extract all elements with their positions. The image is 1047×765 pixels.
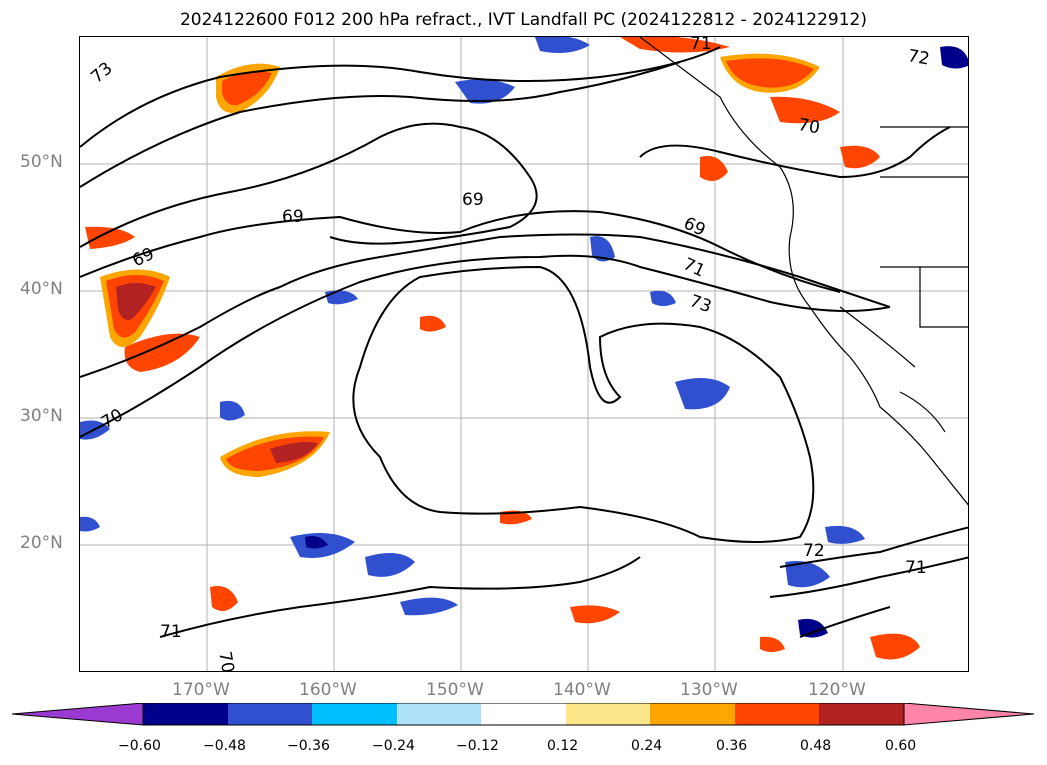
anomaly-blob xyxy=(798,618,828,638)
anomaly-blob xyxy=(220,400,245,421)
colorbar xyxy=(11,703,1035,726)
lat-label: 30°N xyxy=(20,406,63,426)
lat-label: 50°N xyxy=(20,152,63,172)
anomaly-blob xyxy=(116,283,156,320)
anomaly-blob xyxy=(570,605,620,624)
lon-label: 140°W xyxy=(553,680,611,700)
colorbar-bin xyxy=(819,703,904,725)
anomaly-blob xyxy=(825,525,865,544)
contour-label: 72 xyxy=(803,541,825,561)
contour-label: 71 xyxy=(690,37,712,54)
anomaly-blob xyxy=(770,96,840,124)
colorbar-tick: −0.48 xyxy=(203,738,246,754)
colorbar-tick: 0.60 xyxy=(885,738,917,754)
colorbar-tick: 0.24 xyxy=(631,738,663,754)
anomaly-blob xyxy=(305,536,328,549)
graticule xyxy=(80,37,968,671)
contour-label: 69 xyxy=(680,213,708,240)
colorbar-bin xyxy=(566,703,650,725)
anomaly-blob xyxy=(650,290,676,306)
contour-line xyxy=(80,210,841,293)
contour-label: 73 xyxy=(687,291,714,317)
colorbar-tick: 0.36 xyxy=(716,738,748,754)
anomaly-blob xyxy=(85,226,135,249)
contour-label: 69 xyxy=(282,207,304,227)
negative-anomaly-fills xyxy=(80,37,968,638)
contour-line xyxy=(159,556,641,638)
anomaly-blob xyxy=(535,37,590,53)
colorbar-tick: 0.48 xyxy=(800,738,832,754)
anomaly-blob xyxy=(455,79,515,104)
contour-label: 69 xyxy=(462,190,484,210)
colorbar-tick: −0.24 xyxy=(372,738,415,754)
lat-label: 20°N xyxy=(20,533,63,553)
anomaly-blob xyxy=(726,58,814,88)
colorbar-extend-high xyxy=(903,703,1035,726)
contour-line xyxy=(80,122,538,248)
colorbar-bin xyxy=(735,703,819,725)
contour-line xyxy=(80,254,891,438)
coastline xyxy=(639,37,968,506)
contour-label: 73 xyxy=(87,58,116,87)
lon-label: 120°W xyxy=(808,680,866,700)
refractivity-contours xyxy=(80,46,968,638)
anomaly-blob xyxy=(700,156,728,181)
lon-label: 150°W xyxy=(426,680,484,700)
map-panel: 73 72 69 69 69 69 70 71 71 73 70 72 71 7… xyxy=(79,36,969,672)
anomaly-blob xyxy=(210,586,238,611)
positive-anomaly-fills xyxy=(85,37,920,660)
anomaly-blob xyxy=(325,290,358,305)
colorbar-tick: −0.60 xyxy=(118,738,161,754)
contour-line xyxy=(80,46,721,148)
anomaly-blob xyxy=(785,561,830,588)
colorbar-bin xyxy=(397,703,481,725)
map-canvas: 73 72 69 69 69 69 70 71 71 73 70 72 71 7… xyxy=(80,37,968,672)
colorbar-tick: −0.12 xyxy=(456,738,499,754)
contour-label: 71 xyxy=(160,622,182,642)
contour-line xyxy=(352,265,815,543)
anomaly-blob xyxy=(222,71,272,106)
anomaly-blob xyxy=(840,145,880,169)
anomaly-blob xyxy=(365,553,415,577)
contour-label: 71 xyxy=(905,558,927,578)
lat-label: 40°N xyxy=(20,279,63,299)
anomaly-blob xyxy=(420,315,446,332)
contour-line xyxy=(799,606,891,638)
contour-line xyxy=(80,61,681,188)
colorbar-bin xyxy=(481,703,566,725)
anomaly-blob xyxy=(760,636,785,652)
lon-label: 170°W xyxy=(172,680,230,700)
anomaly-blob xyxy=(270,441,318,463)
contour-line xyxy=(639,126,951,179)
anomaly-blob xyxy=(870,633,920,660)
anomaly-blob xyxy=(400,597,458,616)
contour-line xyxy=(80,233,891,378)
colorbar-tick: 0.12 xyxy=(547,738,579,754)
contour-label: 72 xyxy=(906,46,931,69)
colorbar-bin xyxy=(228,703,312,725)
colorbar-bin xyxy=(650,703,735,725)
contour-label: 70 xyxy=(214,650,237,672)
anomaly-blob xyxy=(940,46,968,69)
lon-label: 130°W xyxy=(680,680,738,700)
colorbar-bin xyxy=(143,703,228,725)
colorbar-extend-low xyxy=(11,703,144,726)
contour-label: 70 xyxy=(797,115,822,138)
colorbar-bin xyxy=(312,703,397,725)
colorbar-tick: −0.36 xyxy=(287,738,330,754)
anomaly-blob xyxy=(80,516,100,532)
map-title: 2024122600 F012 200 hPa refract., IVT La… xyxy=(179,10,867,30)
anomaly-blob xyxy=(590,236,615,262)
anomaly-blob xyxy=(124,333,200,372)
contour-line xyxy=(779,526,968,568)
anomaly-blob xyxy=(675,378,730,410)
lon-label: 160°W xyxy=(299,680,357,700)
contour-label: 69 xyxy=(129,244,157,271)
anomaly-blob xyxy=(620,37,730,53)
contour-line xyxy=(769,556,968,598)
